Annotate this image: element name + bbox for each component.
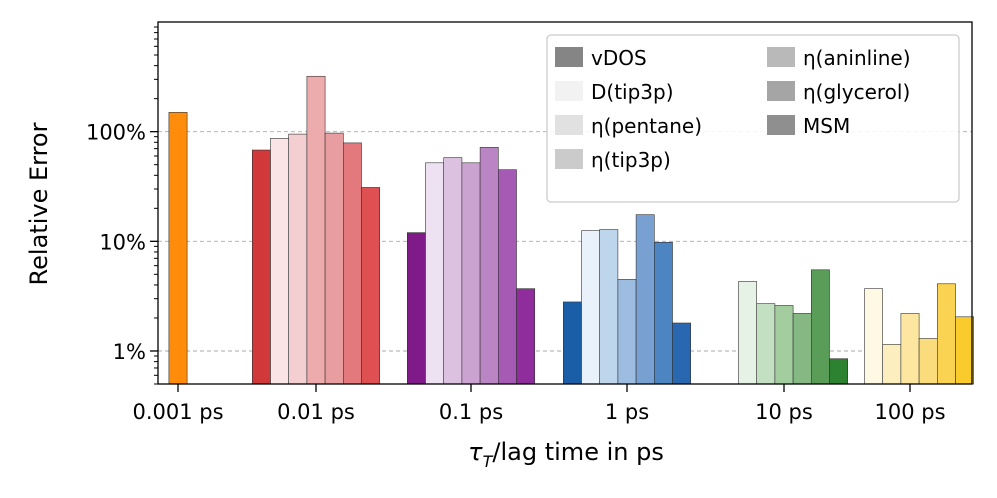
bar-1ps-0 — [562, 301, 582, 385]
legend-label: η(tip3p) — [591, 148, 671, 172]
legend-label: MSM — [803, 114, 850, 138]
bar-10ps-2 — [756, 303, 776, 385]
x-axis-title-subscript: T — [483, 452, 494, 471]
y-tick-label: 10% — [99, 230, 146, 254]
legend-swatch — [767, 81, 795, 101]
x-axis: 0.001 ps 0.01 ps 0.1 ps 1 ps 10 ps 100 ps — [132, 384, 946, 424]
plot-frame — [157, 21, 973, 385]
legend-swatch — [555, 115, 583, 135]
bar-100ps-5 — [936, 283, 956, 385]
bar-0.1ps-0 — [406, 232, 426, 385]
bar-0.1ps-3 — [461, 162, 481, 385]
bar-1ps-5 — [653, 241, 673, 385]
bar-10ps-6 — [829, 358, 849, 385]
x-tick-label: 100 ps — [874, 400, 945, 424]
bar-100ps-3 — [900, 313, 920, 385]
bar-100ps-1 — [864, 288, 884, 385]
legend-box — [546, 34, 960, 203]
x-tick-label: 0.1 ps — [439, 400, 503, 424]
legend-label: η(aninline) — [803, 46, 911, 70]
bar-0.01ps-6 — [361, 187, 381, 385]
legend-label: η(glycerol) — [803, 80, 910, 104]
bar-100ps-4 — [918, 338, 938, 385]
x-tick-label: 10 ps — [755, 400, 813, 424]
bar-100ps-6 — [955, 316, 975, 385]
x-tick-label: 1 ps — [605, 400, 649, 424]
x-axis-title-text: /lag time in ps — [492, 438, 663, 466]
bar-0.1ps-2 — [443, 157, 463, 385]
x-tick-label: 0.001 ps — [132, 400, 223, 424]
bar-0.01ps-2 — [288, 133, 308, 385]
legend-label: vDOS — [591, 46, 647, 70]
legend: vDOS D(tip3p) η(pentane) η(tip3p) η(aninline… — [546, 34, 960, 203]
bar-10ps-5 — [810, 269, 830, 385]
legend-swatch — [555, 47, 583, 67]
bar-0.01ps-5 — [342, 142, 362, 385]
bar-100ps-2 — [882, 344, 902, 385]
x-axis-title: τT/lag time in ps — [468, 438, 664, 471]
legend-label: D(tip3p) — [591, 80, 674, 104]
bar-0.001ps — [168, 112, 188, 385]
bar-0.1ps-1 — [425, 162, 445, 385]
bar-1ps-1 — [581, 230, 601, 385]
legend-swatch — [767, 47, 795, 67]
bar-10ps-1 — [738, 281, 758, 385]
legend-swatch — [555, 149, 583, 169]
bar-1ps-6 — [672, 322, 692, 385]
legend-swatch — [555, 81, 583, 101]
bar-1ps-4 — [635, 214, 655, 385]
bar-1ps-3 — [617, 279, 637, 385]
bar-0.1ps-4 — [479, 147, 499, 385]
bar-0.01ps-3 — [306, 75, 326, 385]
legend-swatch — [767, 115, 795, 135]
y-axis: 1% 10% 100% — [86, 26, 158, 385]
bar-0.1ps-5 — [497, 169, 517, 385]
bar-0.01ps-4 — [324, 132, 344, 385]
bar-1ps-2 — [599, 229, 619, 385]
y-axis-title: Relative Error — [25, 122, 53, 285]
bar-0.01ps-1 — [270, 137, 290, 385]
bar-0.01ps-0 — [252, 149, 271, 385]
legend-label: η(pentane) — [591, 114, 702, 138]
x-tick-label: 0.01 ps — [277, 400, 355, 424]
bar-0.1ps-6 — [516, 288, 536, 385]
x-axis-title-symbol: τ — [468, 438, 483, 466]
y-tick-label: 100% — [86, 121, 146, 145]
bar-10ps-3 — [774, 305, 794, 385]
bar-10ps-4 — [792, 313, 812, 385]
y-tick-label: 1% — [113, 340, 146, 364]
